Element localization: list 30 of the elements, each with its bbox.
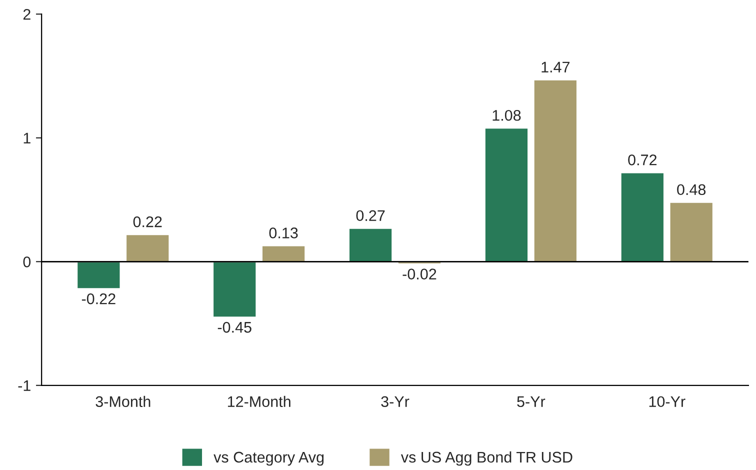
data-label: 0.27	[356, 210, 385, 222]
data-label: 0.48	[677, 184, 706, 196]
bar	[620, 172, 665, 262]
bar	[261, 244, 306, 262]
x-tick-label: 12-Month	[228, 396, 290, 408]
data-label: -0.22	[82, 293, 116, 304]
bar	[484, 127, 529, 262]
x-tick-label: 3-Month	[96, 396, 150, 408]
data-label: 1.47	[542, 62, 570, 72]
bar	[125, 234, 170, 262]
bar	[532, 79, 578, 262]
data-label: 0.72	[628, 154, 657, 166]
bar	[212, 260, 258, 318]
y-tick-label: 2	[23, 8, 30, 20]
x-tick-label: 10-Yr	[649, 396, 686, 408]
x-tick-label: 3-Yr	[381, 396, 410, 408]
legend-label: vs US Agg Bond TR USD	[400, 451, 572, 466]
y-tick-label: 0	[23, 256, 31, 268]
data-label: -0.45	[218, 322, 252, 333]
y-tick-label: -1	[18, 380, 30, 391]
bar	[668, 202, 714, 262]
data-label: 0.22	[133, 216, 162, 228]
data-label: 1.08	[492, 110, 521, 121]
data-label: 0.13	[269, 228, 298, 238]
legend-label: vs Category Avg	[214, 452, 324, 466]
bar	[76, 260, 122, 290]
x-tick-label: 5-Yr	[517, 396, 546, 408]
y-tick-label: 1	[24, 132, 30, 144]
data-label: -0.02	[402, 268, 436, 280]
bar	[348, 228, 393, 262]
